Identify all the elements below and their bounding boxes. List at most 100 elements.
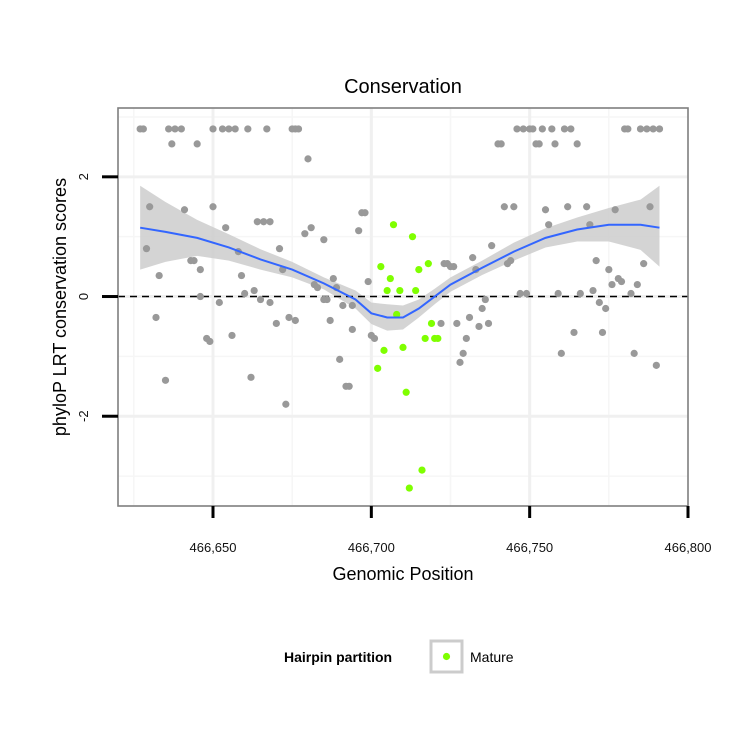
data-point bbox=[462, 334, 470, 343]
data-point bbox=[291, 316, 299, 325]
data-point bbox=[361, 209, 369, 217]
data-point bbox=[608, 280, 616, 289]
data-point bbox=[215, 298, 223, 307]
data-point bbox=[595, 298, 603, 307]
data-point bbox=[307, 224, 315, 232]
legend-title: Hairpin partition bbox=[284, 649, 392, 665]
data-point bbox=[538, 125, 546, 133]
data-point bbox=[465, 313, 474, 322]
data-point bbox=[180, 206, 189, 214]
mature-point bbox=[408, 233, 417, 241]
data-point bbox=[266, 298, 274, 307]
data-point bbox=[522, 289, 531, 298]
data-point bbox=[529, 125, 537, 133]
data-point bbox=[263, 125, 271, 133]
mature-point bbox=[374, 364, 382, 372]
data-point bbox=[617, 277, 626, 286]
smooth-curve bbox=[140, 223, 660, 319]
data-point bbox=[456, 358, 464, 366]
data-point bbox=[630, 349, 638, 357]
data-point bbox=[557, 349, 565, 357]
data-point bbox=[241, 289, 249, 298]
data-point bbox=[488, 242, 496, 250]
data-point bbox=[193, 140, 201, 148]
points-other bbox=[136, 125, 664, 408]
data-point bbox=[272, 319, 280, 328]
data-point bbox=[500, 203, 508, 211]
data-point bbox=[545, 221, 553, 229]
mature-point bbox=[402, 388, 410, 396]
data-point bbox=[469, 254, 477, 262]
data-point bbox=[484, 319, 493, 328]
data-point bbox=[155, 271, 163, 280]
data-point bbox=[554, 289, 562, 298]
data-point bbox=[497, 140, 505, 148]
x-axis-title: Genomic Position bbox=[332, 564, 473, 584]
data-point bbox=[209, 203, 217, 211]
data-point bbox=[250, 286, 258, 295]
data-point bbox=[275, 245, 284, 253]
data-point bbox=[196, 265, 204, 274]
mature-point bbox=[412, 286, 420, 295]
data-point bbox=[627, 289, 635, 298]
data-point bbox=[548, 125, 556, 133]
data-point bbox=[573, 140, 581, 148]
data-point bbox=[348, 325, 356, 334]
data-point bbox=[161, 376, 170, 384]
data-point bbox=[450, 263, 458, 271]
data-point bbox=[206, 337, 214, 346]
data-point bbox=[513, 125, 521, 133]
data-point bbox=[313, 283, 322, 292]
data-point bbox=[218, 125, 227, 133]
data-point bbox=[326, 316, 334, 325]
data-point bbox=[168, 140, 176, 148]
mature-point bbox=[380, 346, 388, 354]
data-point bbox=[636, 125, 645, 133]
data-point bbox=[285, 313, 293, 322]
y-tick-label: 0 bbox=[76, 293, 91, 300]
data-point bbox=[453, 319, 461, 328]
data-point bbox=[507, 257, 515, 265]
data-point bbox=[598, 328, 607, 337]
data-point bbox=[633, 280, 641, 289]
mature-point bbox=[418, 466, 426, 474]
data-point bbox=[535, 140, 543, 148]
data-point bbox=[253, 218, 261, 226]
mature-point bbox=[393, 310, 401, 319]
legend: Hairpin partition Mature bbox=[284, 639, 514, 674]
data-point bbox=[165, 125, 173, 133]
data-point bbox=[652, 361, 660, 369]
data-point bbox=[146, 203, 154, 211]
x-tick-label: 466,700 bbox=[348, 540, 395, 555]
data-point bbox=[602, 304, 610, 313]
data-point bbox=[478, 304, 486, 313]
mature-point bbox=[386, 274, 394, 283]
data-point bbox=[282, 400, 290, 408]
mature-point bbox=[377, 263, 385, 271]
data-point bbox=[177, 125, 185, 133]
data-point bbox=[196, 292, 204, 301]
data-point bbox=[345, 382, 353, 390]
data-point bbox=[541, 206, 550, 214]
confidence-band bbox=[140, 185, 660, 331]
mature-point bbox=[405, 484, 413, 492]
data-point bbox=[222, 224, 230, 232]
mature-point bbox=[421, 334, 429, 343]
data-point bbox=[329, 274, 337, 283]
data-point bbox=[260, 218, 268, 226]
data-point bbox=[567, 125, 575, 133]
legend-key-point bbox=[442, 652, 451, 661]
x-tick-label: 466,650 bbox=[190, 540, 237, 555]
data-point bbox=[171, 125, 179, 133]
data-point bbox=[228, 331, 236, 340]
data-point bbox=[370, 334, 379, 343]
data-point bbox=[570, 328, 578, 337]
mature-point bbox=[399, 343, 407, 351]
mature-point bbox=[383, 286, 391, 295]
chart-title: Conservation bbox=[344, 76, 462, 98]
data-point bbox=[247, 373, 255, 381]
data-point bbox=[190, 257, 198, 265]
data-point bbox=[237, 271, 246, 280]
x-tick-label: 466,750 bbox=[506, 540, 553, 555]
data-point bbox=[364, 277, 372, 286]
